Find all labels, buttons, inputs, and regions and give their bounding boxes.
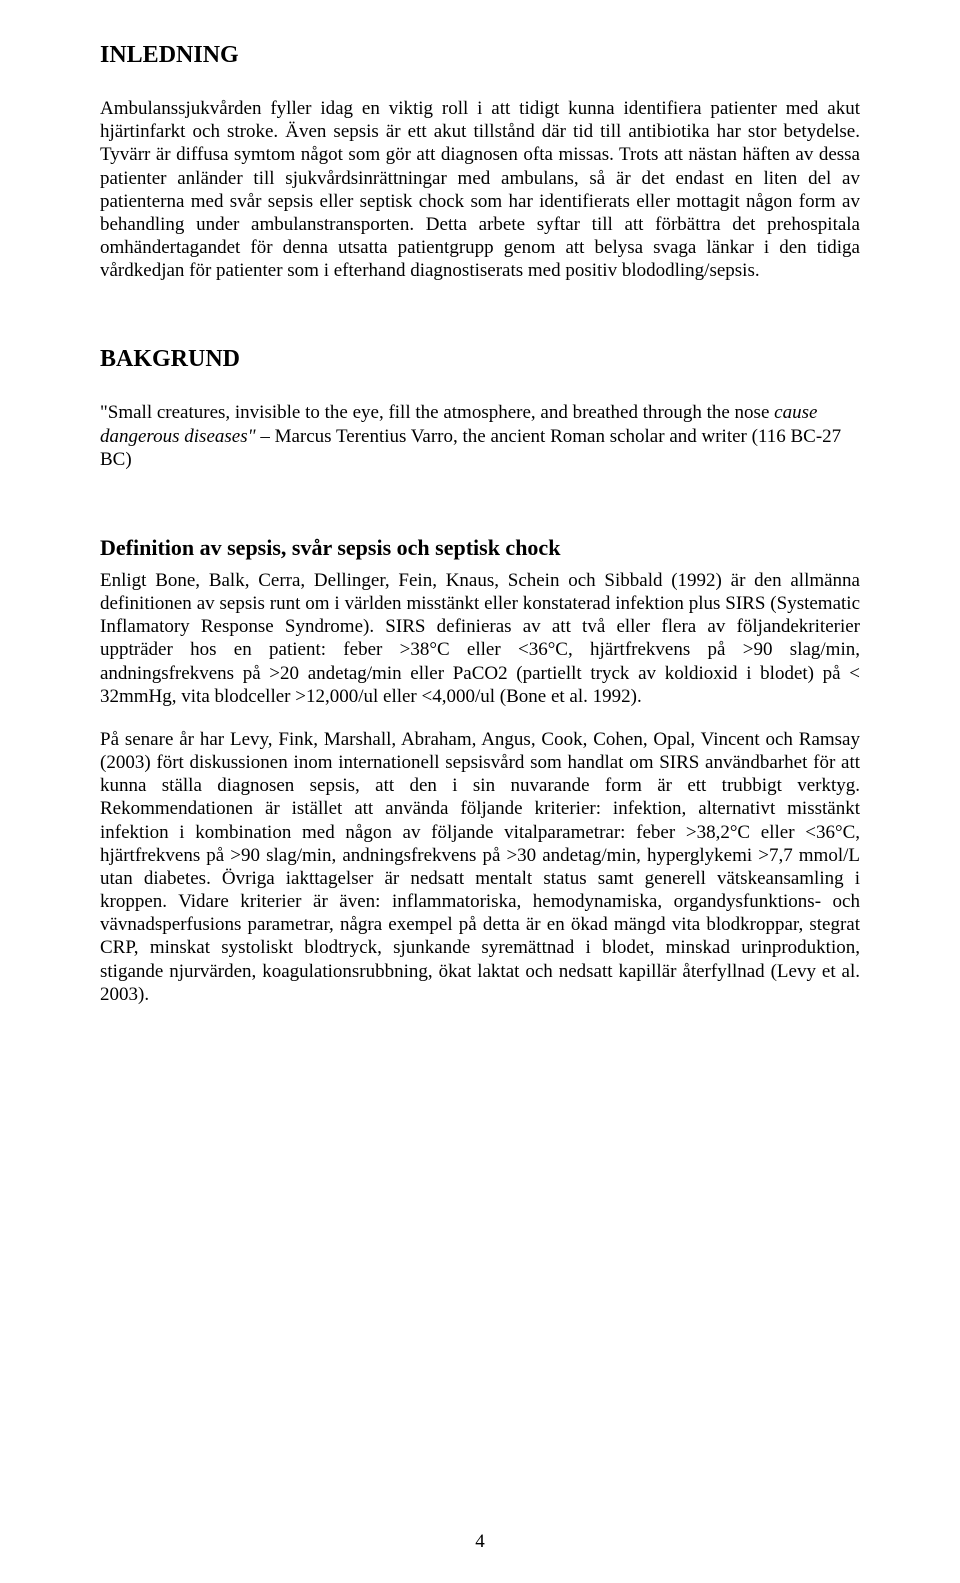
quote-paragraph: "Small creatures, invisible to the eye, … — [100, 401, 860, 471]
heading-inledning: INLEDNING — [100, 42, 860, 69]
definition-paragraph-2: På senare år har Levy, Fink, Marshall, A… — [100, 728, 860, 1006]
definition-paragraph-1: Enligt Bone, Balk, Cerra, Dellinger, Fei… — [100, 569, 860, 708]
document-page: INLEDNING Ambulanssjukvården fyller idag… — [0, 0, 960, 1583]
subheading-definition: Definition av sepsis, svår sepsis och se… — [100, 535, 860, 561]
heading-bakgrund: BAKGRUND — [100, 346, 860, 373]
intro-paragraph: Ambulanssjukvården fyller idag en viktig… — [100, 97, 860, 282]
page-number: 4 — [0, 1531, 960, 1553]
